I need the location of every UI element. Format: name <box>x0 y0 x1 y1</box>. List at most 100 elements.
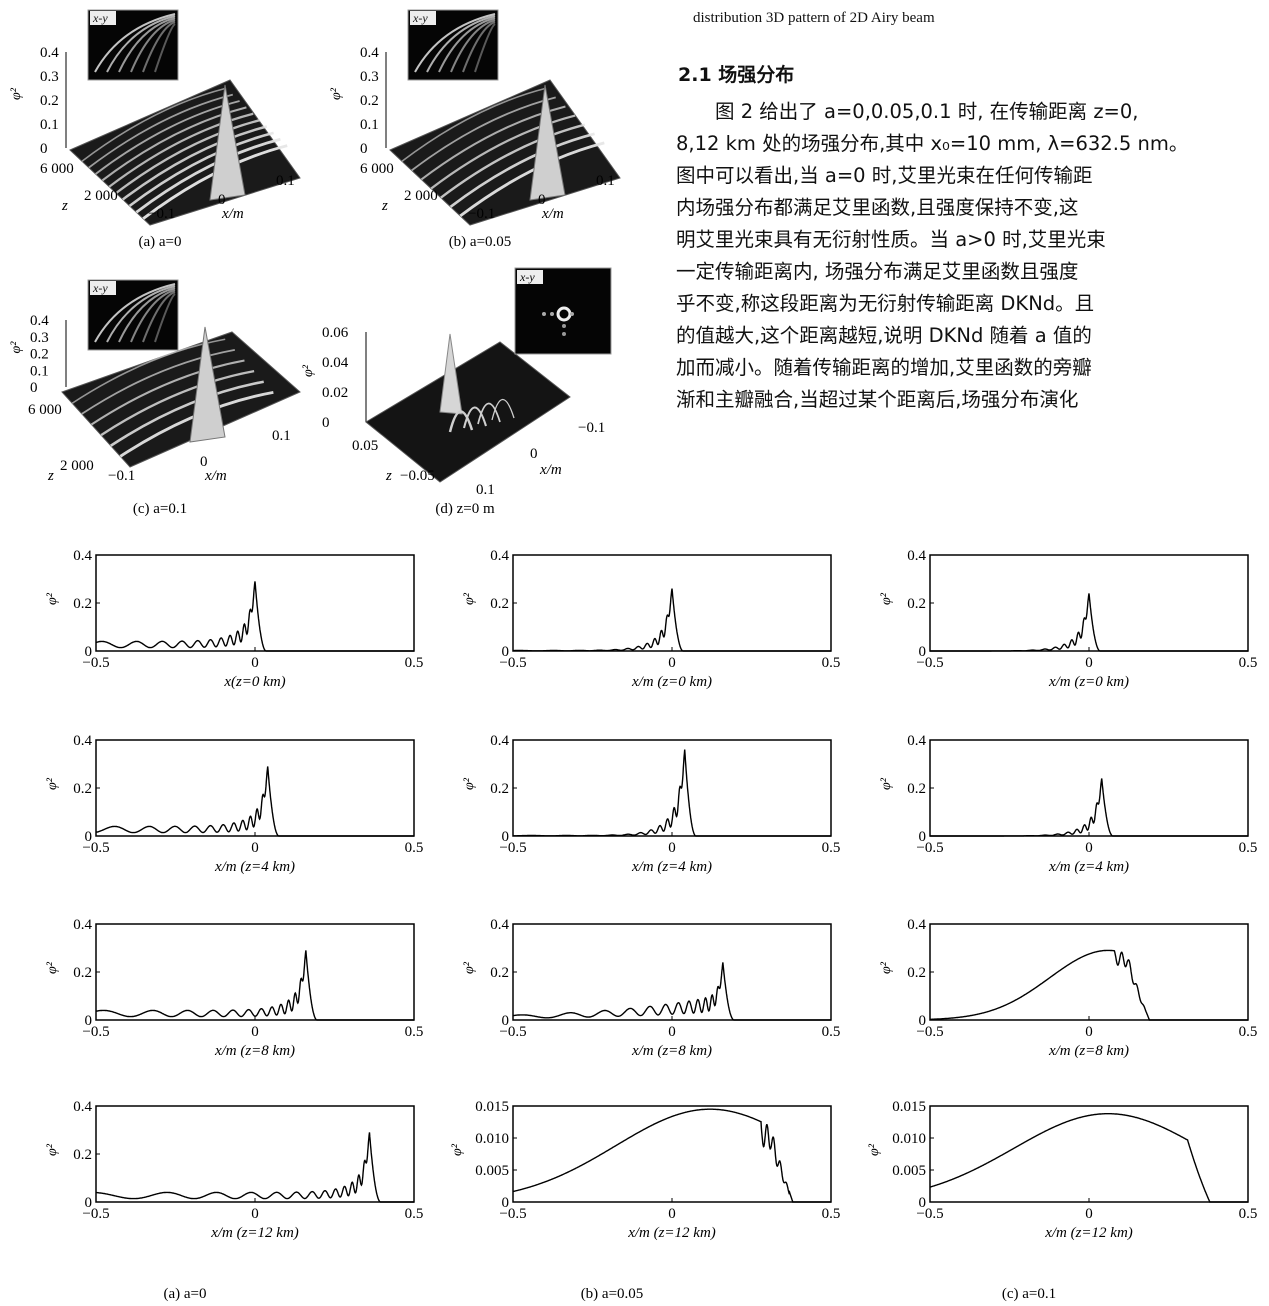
x-tick-label: −0.5 <box>82 1024 109 1040</box>
plot-frame <box>929 923 1249 1021</box>
y-tick-label: 0 <box>502 1195 510 1211</box>
x-tick-label: 0 <box>251 1206 259 1222</box>
x-tick-label: 0 <box>1085 840 1093 856</box>
inset-ridge <box>474 23 496 73</box>
y-axis-label: φ² <box>9 341 24 354</box>
y-tick-label: 0 <box>360 141 368 157</box>
x-tick-label: −0.5 <box>499 840 526 856</box>
y-axis-label: φ² <box>879 961 894 974</box>
paragraph-line: 乎不变,称这段距离为无衍射传输距离 DKNd。且 <box>676 292 1095 315</box>
y-tick-label: 0.4 <box>490 548 509 564</box>
x-tick-label: 0 <box>1085 1024 1093 1040</box>
intensity-curve <box>930 778 1248 837</box>
x-tick-label: −0.5 <box>916 1206 943 1222</box>
intensity-curve <box>96 950 414 1021</box>
z-tick-label: 2 000 <box>60 458 94 474</box>
x-tick-label: −0.5 <box>499 1024 526 1040</box>
y-tick-label: 0.2 <box>907 965 926 981</box>
y-axis-label: φ² <box>45 1143 60 1156</box>
main-lobe-peak <box>209 84 246 201</box>
section-heading: 2.1 场强分布 <box>678 64 795 86</box>
y-tick-label: 0.2 <box>73 1147 92 1163</box>
x-tick-label: 0 <box>218 192 226 208</box>
inset-label-bg <box>410 11 436 25</box>
y-axis-label: φ² <box>450 1143 465 1156</box>
inset-ridge <box>106 15 176 73</box>
plot-frame <box>512 1105 832 1203</box>
line-chart: 00.20.4−0.5 0 0.5x/m (z=0 km)φ² <box>462 548 840 690</box>
x-axis-label: x/m <box>221 206 244 222</box>
y-tick-label: 0.2 <box>490 596 509 612</box>
figure2-caption: (a) a=0 <box>163 1286 206 1302</box>
line-chart: 00.20.4−0.5 0 0.5x/m (z=4 km)φ² <box>462 733 840 875</box>
paragraph-line: 的值越大,这个距离越短,说明 DKNd 随着 a 值的 <box>676 324 1092 347</box>
inset-ridge <box>450 19 496 73</box>
y-tick-label: 0 <box>322 415 330 431</box>
y-axis-label: φ² <box>45 961 60 974</box>
side-lobe <box>462 406 488 429</box>
y-tick-label: 0.005 <box>892 1163 926 1179</box>
z-tick-label: 0.05 <box>352 438 378 454</box>
inset-side-spot <box>562 324 566 328</box>
z-axis-label: z <box>381 198 388 214</box>
x-tick-label: −0.1 <box>108 468 135 484</box>
y-tick-label: 0.04 <box>322 355 349 371</box>
y-tick-label: 0.2 <box>73 781 92 797</box>
y-tick-label: 0.010 <box>892 1131 926 1147</box>
z-tick-label: 6 000 <box>40 161 74 177</box>
x-tick-label: 0.1 <box>276 173 295 189</box>
inset-ridge <box>142 21 176 73</box>
y-tick-label: 0.015 <box>475 1099 509 1115</box>
y-tick-label: 0 <box>85 644 93 660</box>
plot-frame <box>95 923 415 1021</box>
inset-ridge <box>414 13 496 73</box>
line-chart: 00.20.4−0.5 0 0.5x/m (z=4 km)φ² <box>45 733 423 875</box>
y-tick-label: 0.010 <box>475 1131 509 1147</box>
x-tick-label: 0.1 <box>272 428 291 444</box>
x-tick-label: 0 <box>538 192 546 208</box>
y-tick-label: 0 <box>502 1013 510 1029</box>
side-lobe <box>491 398 515 421</box>
inset-label: x-y <box>92 281 108 295</box>
inset-label-bg <box>517 270 543 284</box>
y-tick-label: 0.4 <box>73 1099 92 1115</box>
y-axis-label: φ² <box>45 592 60 605</box>
intensity-ridge <box>108 112 254 188</box>
intensity-curve <box>95 581 414 652</box>
y-tick-label: 0.4 <box>73 733 92 749</box>
x-tick-label: 0 <box>1085 1206 1093 1222</box>
x-tick-label: −0.1 <box>578 420 605 436</box>
y-tick-label: 0.3 <box>30 330 49 346</box>
intensity-ridge <box>81 348 235 415</box>
x-tick-label: 0 <box>1085 655 1093 671</box>
y-tick-label: 0.4 <box>907 917 926 933</box>
x-tick-label: 0 <box>530 446 538 462</box>
x-axis-label: x/m (z=8 km) <box>1048 1043 1129 1059</box>
y-axis-label: φ² <box>301 364 316 377</box>
x-axis-label: x/m (z=8 km) <box>214 1043 295 1059</box>
y-tick-label: 0 <box>919 1013 927 1029</box>
figure1-panel: 0.4 0.3 0.2 0.1 0 φ² x-y 6 000 2 000 z −0.1 0 0.1 x/m… <box>9 9 301 250</box>
x-axis-label: x/m (z=4 km) <box>1048 859 1129 875</box>
x-axis-label: x/m <box>541 206 564 222</box>
intensity-curve <box>930 949 1248 1021</box>
intensity-ridge <box>440 123 586 199</box>
x-tick-label: 0.5 <box>405 1024 424 1040</box>
inset-side-spot <box>550 312 554 316</box>
x-axis-label: x/m (z=4 km) <box>214 859 295 875</box>
inset-ridge <box>438 17 496 73</box>
y-tick-label: 0.2 <box>490 965 509 981</box>
x-axis-label: x(z=0 km) <box>223 674 285 690</box>
y-tick-label: 0 <box>919 644 927 660</box>
intensity-ridge <box>135 137 281 214</box>
inset-ridge <box>118 17 176 73</box>
x-tick-label: 0 <box>668 1206 676 1222</box>
line-chart: 00.20.4−0.5 0 0.5x/m (z=0 km)φ² <box>879 548 1257 690</box>
x-axis-label: x/m (z=4 km) <box>631 859 712 875</box>
y-tick-label: 0.4 <box>907 733 926 749</box>
line-chart: 00.20.4−0.5 0 0.5x/m (z=12 km)φ² <box>45 1099 423 1241</box>
inset-ridge <box>106 285 176 343</box>
paragraph-line: 8,12 km 处的场强分布,其中 x₀=10 mm, λ=632.5 nm。 <box>676 132 1189 155</box>
surface-floor <box>61 331 301 468</box>
y-tick-label: 0.3 <box>360 69 379 85</box>
